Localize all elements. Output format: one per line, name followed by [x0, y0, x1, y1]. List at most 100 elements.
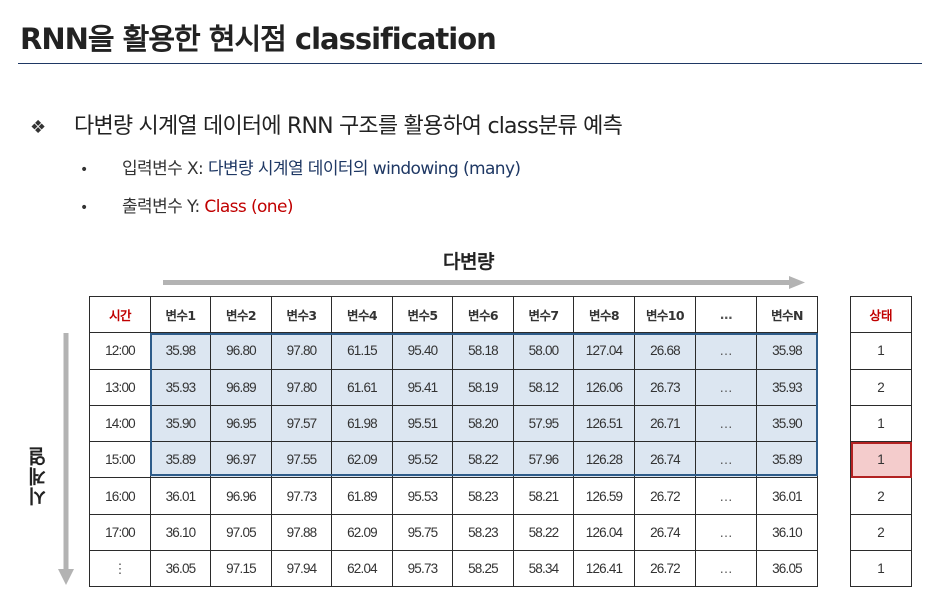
- table-cell: 58.22: [452, 441, 514, 479]
- table-cell: 58.18: [452, 332, 514, 370]
- column-header: …: [695, 295, 757, 334]
- status-cell: 2: [850, 513, 912, 552]
- table-cell: 58.23: [452, 477, 514, 515]
- table-cell: 58.34: [513, 550, 574, 588]
- output-variable-label: 출력변수 Y:: [122, 197, 205, 217]
- table-cell: 26.72: [634, 477, 696, 515]
- table-cell: …: [695, 404, 757, 443]
- column-header: 변수6: [452, 295, 514, 334]
- table-cell: 62.09: [331, 441, 393, 479]
- table-cell: 57.95: [513, 404, 574, 443]
- table-cell: 35.98: [756, 332, 818, 370]
- column-header: 변수2: [210, 295, 272, 334]
- table-cell: 96.97: [210, 441, 272, 479]
- table-cell: 96.96: [210, 477, 272, 515]
- table-cell: 57.96: [513, 441, 574, 479]
- table-row: 14:00 35.90 96.95 97.57 61.98 95.51 58.2…: [89, 404, 818, 443]
- status-row: 1: [850, 550, 912, 588]
- table-cell: 95.41: [392, 368, 453, 406]
- table-cell: 58.21: [513, 477, 574, 515]
- table-cell: 61.61: [331, 368, 393, 406]
- table-cell: 95.40: [392, 332, 453, 370]
- table-cell: …: [695, 513, 757, 552]
- status-row: 1: [850, 332, 912, 370]
- table-cell: 36.05: [150, 550, 211, 588]
- table-cell: 97.88: [271, 513, 332, 552]
- table-cell: 26.74: [634, 441, 696, 479]
- main-bullet: ❖ 다변량 시계열 데이터에 RNN 구조를 활용하여 class분류 예측: [30, 108, 623, 140]
- status-row: 1: [850, 404, 912, 443]
- status-row: 2: [850, 368, 912, 406]
- table-cell: 35.98: [150, 332, 211, 370]
- status-cell: 1: [850, 404, 912, 443]
- status-cell: 2: [850, 477, 912, 515]
- table-cell: 61.89: [331, 477, 393, 515]
- table-cell: 95.51: [392, 404, 453, 443]
- table-row: 12:00 35.98 96.80 97.80 61.15 95.40 58.1…: [89, 332, 818, 370]
- table-cell: 97.05: [210, 513, 272, 552]
- table-cell: 35.90: [756, 404, 818, 443]
- time-cell: ⋮: [89, 550, 151, 588]
- column-header: 변수4: [331, 295, 393, 334]
- table-cell: 126.51: [573, 404, 635, 443]
- table-cell: 58.00: [513, 332, 574, 370]
- table-cell: 97.73: [271, 477, 332, 515]
- table-cell: 26.71: [634, 404, 696, 443]
- page-title: RNN을 활용한 현시점 classification: [20, 22, 497, 56]
- table-cell: 26.72: [634, 550, 696, 588]
- status-cell: 1: [850, 332, 912, 370]
- status-header-row: 상태: [850, 295, 912, 334]
- time-cell: 12:00: [89, 332, 151, 370]
- status-header: 상태: [850, 295, 912, 334]
- status-row: 1: [850, 441, 912, 479]
- table-cell: 127.04: [573, 332, 635, 370]
- table-cell: 95.75: [392, 513, 453, 552]
- table-cell: 97.94: [271, 550, 332, 588]
- table-cell: …: [695, 550, 757, 588]
- table-cell: 96.89: [210, 368, 272, 406]
- table-cell: 58.22: [513, 513, 574, 552]
- table-cell: 36.01: [756, 477, 818, 515]
- table-cell: 95.53: [392, 477, 453, 515]
- table-cell: …: [695, 368, 757, 406]
- status-row: 2: [850, 513, 912, 552]
- table-cell: 97.57: [271, 404, 332, 443]
- column-header: 시간: [89, 295, 151, 334]
- column-header: 변수8: [573, 295, 635, 334]
- table-cell: 26.73: [634, 368, 696, 406]
- time-cell: 13:00: [89, 368, 151, 406]
- dot-bullet-icon: •: [80, 200, 88, 216]
- table-cell: 61.15: [331, 332, 393, 370]
- table-cell: 95.52: [392, 441, 453, 479]
- data-table: 시간 변수1 변수2 변수3 변수4 변수5 변수6 변수7 변수8 변수10 …: [89, 295, 818, 588]
- table-cell: 126.04: [573, 513, 635, 552]
- table-row: 16:00 36.01 96.96 97.73 61.89 95.53 58.2…: [89, 477, 818, 515]
- column-header: 변수1: [150, 295, 211, 334]
- table-cell: 97.15: [210, 550, 272, 588]
- table-cell: 97.80: [271, 332, 332, 370]
- table-cell: 26.74: [634, 513, 696, 552]
- table-cell: 58.25: [452, 550, 514, 588]
- table-cell: 26.68: [634, 332, 696, 370]
- table-row: 17:00 36.10 97.05 97.88 62.09 95.75 58.2…: [89, 513, 818, 552]
- predicted-status-cell: 1: [850, 441, 912, 479]
- input-variable-label: 입력변수 X:: [122, 159, 208, 179]
- diamond-bullet-icon: ❖: [30, 117, 46, 138]
- column-header: 변수N: [756, 295, 818, 334]
- table-cell: 126.41: [573, 550, 635, 588]
- column-header: 변수5: [392, 295, 453, 334]
- table-cell: 126.59: [573, 477, 635, 515]
- table-cell: 95.73: [392, 550, 453, 588]
- table-cell: 61.98: [331, 404, 393, 443]
- table-cell: 36.05: [756, 550, 818, 588]
- time-cell: 16:00: [89, 477, 151, 515]
- output-variable-bullet: • 출력변수 Y: Class (one): [80, 192, 293, 217]
- table-cell: 58.19: [452, 368, 514, 406]
- table-cell: 36.10: [150, 513, 211, 552]
- column-header: 변수10: [634, 295, 696, 334]
- table-cell: 96.80: [210, 332, 272, 370]
- table-row: 15:00 35.89 96.97 97.55 62.09 95.52 58.2…: [89, 441, 818, 479]
- table-cell: 58.12: [513, 368, 574, 406]
- table-cell: 58.23: [452, 513, 514, 552]
- status-cell: 1: [850, 550, 912, 588]
